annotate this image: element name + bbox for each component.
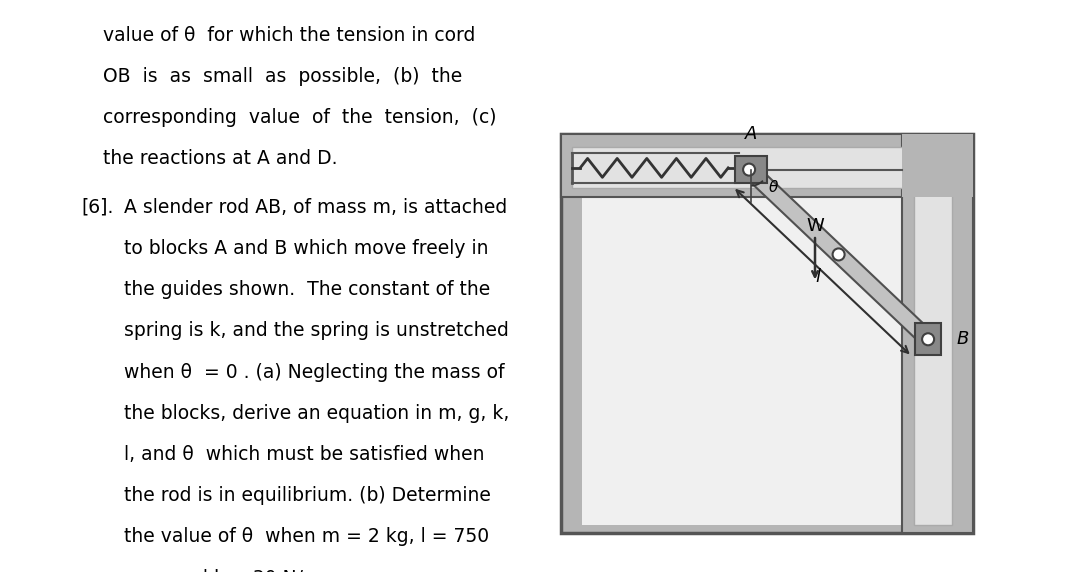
Bar: [571, 147, 908, 188]
Text: W: W: [806, 217, 824, 235]
Bar: [914, 147, 953, 525]
Bar: [561, 134, 919, 197]
Text: spring is k, and the spring is unstretched: spring is k, and the spring is unstretch…: [124, 321, 509, 340]
Text: OB  is  as  small  as  possible,  (b)  the: OB is as small as possible, (b) the: [103, 67, 462, 86]
Bar: [902, 134, 973, 197]
Text: l, and θ  which must be satisfied when: l, and θ which must be satisfied when: [124, 445, 485, 464]
Text: the guides shown.  The constant of the: the guides shown. The constant of the: [124, 280, 490, 299]
Circle shape: [743, 164, 755, 176]
Bar: [734, 156, 767, 183]
Text: the rod is in equilibrium. (b) Determine: the rod is in equilibrium. (b) Determine: [124, 486, 491, 505]
Circle shape: [922, 333, 934, 345]
Circle shape: [833, 248, 845, 260]
Text: the reactions at A and D.: the reactions at A and D.: [103, 149, 337, 168]
Text: l: l: [815, 268, 820, 285]
Text: A slender rod AB, of mass m, is attached: A slender rod AB, of mass m, is attached: [124, 198, 508, 217]
Polygon shape: [743, 164, 934, 345]
Text: [6].: [6].: [81, 198, 113, 217]
Text: mm, and k = 30 N/m.: mm, and k = 30 N/m.: [124, 569, 327, 572]
Bar: [915, 323, 942, 355]
Text: corresponding  value  of  the  tension,  (c): corresponding value of the tension, (c): [103, 108, 496, 127]
Text: A: A: [745, 125, 757, 144]
Text: to blocks A and B which move freely in: to blocks A and B which move freely in: [124, 239, 488, 258]
Text: when θ  = 0 . (a) Neglecting the mass of: when θ = 0 . (a) Neglecting the mass of: [124, 363, 504, 382]
Text: value of θ  for which the tension in cord: value of θ for which the tension in cord: [103, 26, 475, 45]
Bar: [902, 134, 973, 533]
Bar: [582, 169, 904, 525]
Text: B: B: [957, 330, 969, 348]
Text: θ: θ: [768, 180, 778, 195]
Text: the value of θ  when m = 2 kg, l = 750: the value of θ when m = 2 kg, l = 750: [124, 527, 489, 546]
Text: the blocks, derive an equation in m, g, k,: the blocks, derive an equation in m, g, …: [124, 404, 510, 423]
